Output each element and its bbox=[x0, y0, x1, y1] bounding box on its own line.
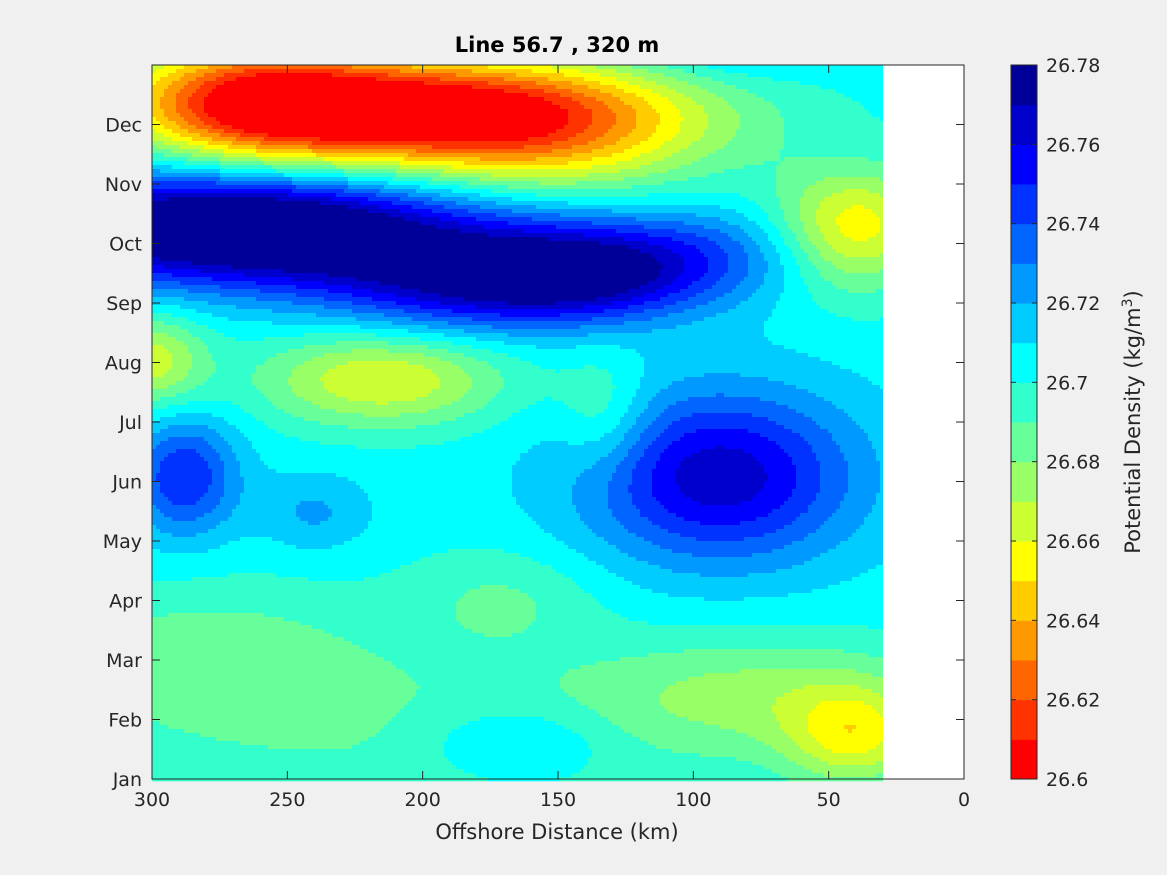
y-tick-label: Jan bbox=[112, 769, 142, 791]
colorbar-tick-label: 26.78 bbox=[1046, 55, 1100, 77]
colorbar-label: Potential Density (kg/m3) bbox=[1120, 290, 1145, 554]
y-tick-label: Feb bbox=[108, 710, 142, 732]
colorbar-segment bbox=[1011, 224, 1037, 264]
colorbar-segment bbox=[1011, 303, 1037, 343]
colorbar-tick-label: 26.64 bbox=[1046, 610, 1100, 632]
y-tick-label: Oct bbox=[109, 234, 142, 256]
x-tick-label: 300 bbox=[134, 789, 170, 811]
colorbar: 26.78 26.76 26.74 26.72 26.7 26.68 26.66 26.64 2… bbox=[1011, 55, 1100, 791]
x-tick-label: 50 bbox=[817, 789, 841, 811]
colorbar-segment bbox=[1011, 620, 1037, 660]
chart-title: Line 56.7 , 320 m bbox=[455, 33, 660, 57]
y-tick-label: Sep bbox=[106, 293, 142, 315]
colorbar-segment bbox=[1011, 700, 1037, 740]
colorbar-segment bbox=[1011, 422, 1037, 462]
colorbar-segment bbox=[1011, 581, 1037, 621]
y-tick-label: Mar bbox=[106, 650, 142, 672]
colorbar-segment bbox=[1011, 660, 1037, 700]
x-tick-label: 250 bbox=[269, 789, 305, 811]
y-tick-label: Jul bbox=[118, 412, 142, 434]
colorbar-segment bbox=[1011, 739, 1037, 779]
colorbar-tick-label: 26.76 bbox=[1046, 134, 1100, 156]
colorbar-tick-label: 26.66 bbox=[1046, 531, 1100, 553]
colorbar-segment bbox=[1011, 105, 1037, 145]
colorbar-segment bbox=[1011, 343, 1037, 383]
colorbar-segment bbox=[1011, 144, 1037, 184]
y-tick-label: Nov bbox=[105, 174, 142, 196]
x-tick-label: 150 bbox=[540, 789, 576, 811]
colorbar-tick-label: 26.74 bbox=[1046, 214, 1100, 236]
density-contour-field bbox=[152, 65, 883, 781]
colorbar-tick-label: 26.7 bbox=[1046, 372, 1088, 394]
colorbar-segment bbox=[1011, 382, 1037, 422]
colorbar-segment bbox=[1011, 263, 1037, 303]
y-tick-label: Aug bbox=[105, 353, 142, 375]
y-tick-label: May bbox=[103, 531, 142, 553]
colorbar-segment bbox=[1011, 541, 1037, 581]
y-tick-label: Apr bbox=[109, 591, 142, 613]
y-tick-label: Jun bbox=[111, 472, 142, 494]
x-tick-label: 100 bbox=[675, 789, 711, 811]
colorbar-tick-label: 26.6 bbox=[1046, 769, 1088, 791]
colorbar-tick-label: 26.68 bbox=[1046, 452, 1100, 474]
colorbar-tick-label: 26.72 bbox=[1046, 293, 1100, 315]
colorbar-segment bbox=[1011, 501, 1037, 541]
colorbar-segment bbox=[1011, 462, 1037, 502]
x-tick-label: 0 bbox=[958, 789, 970, 811]
x-axis-label: Offshore Distance (km) bbox=[435, 820, 678, 844]
colorbar-tick-label: 26.62 bbox=[1046, 690, 1100, 712]
colorbar-segment bbox=[1011, 65, 1037, 105]
x-tick-label: 200 bbox=[405, 789, 441, 811]
y-tick-label: Dec bbox=[105, 115, 142, 137]
colorbar-segment bbox=[1011, 184, 1037, 224]
